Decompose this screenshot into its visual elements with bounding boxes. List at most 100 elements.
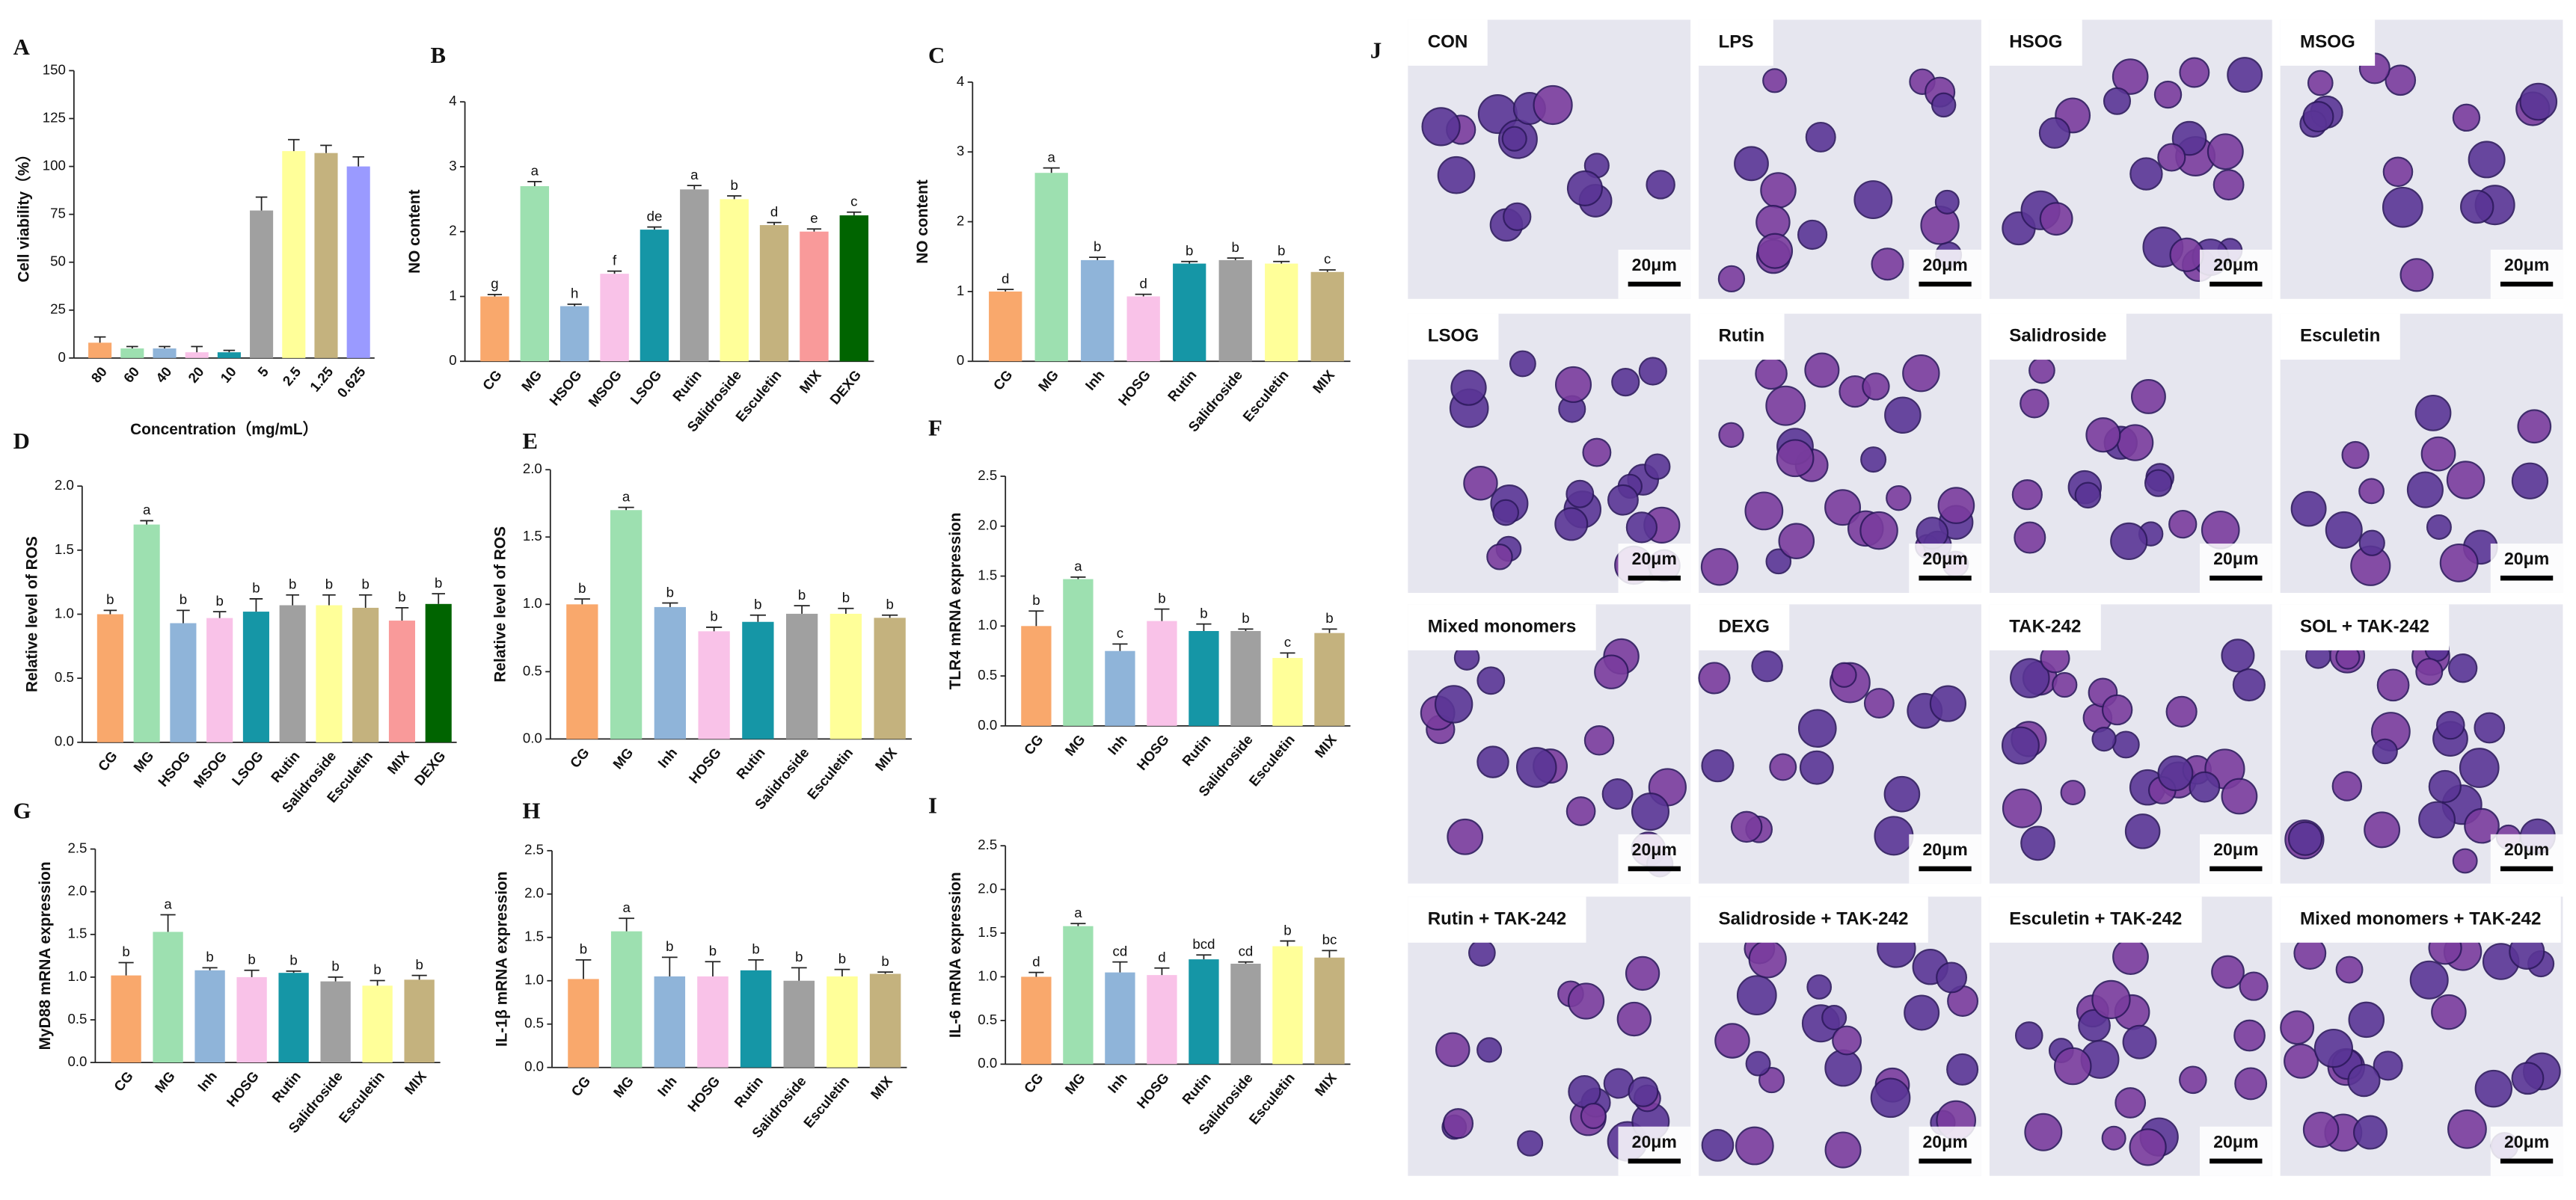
y-tick-label: 2.5	[67, 840, 87, 856]
panel-label: F	[928, 416, 942, 441]
cell	[1824, 1049, 1862, 1087]
x-tick-label: HOSG	[1115, 367, 1153, 409]
significance-letter: d	[770, 203, 778, 219]
cell	[1751, 650, 1783, 683]
significance-letter: b	[289, 953, 297, 968]
significance-letter: b	[838, 950, 846, 966]
bar	[610, 510, 643, 739]
bar	[654, 606, 687, 739]
significance-letter: b	[578, 580, 586, 596]
cell	[2414, 394, 2452, 431]
significance-letter: b	[331, 959, 339, 974]
significance-letter: de	[647, 208, 663, 224]
x-tick-label: MIX	[796, 366, 824, 396]
bar	[839, 215, 869, 362]
label-background	[1989, 604, 2101, 650]
scale-bar-label: 20μm	[1632, 549, 1677, 568]
bar	[800, 231, 829, 362]
cell	[1698, 662, 1731, 695]
x-tick-label: HSOG	[155, 748, 193, 790]
label-background	[2280, 313, 2400, 360]
panel-label: E	[522, 428, 538, 454]
cell	[2373, 1050, 2403, 1081]
bar	[869, 973, 901, 1068]
y-tick-label: 0.0	[55, 733, 74, 749]
significance-letter: b	[215, 593, 223, 609]
y-tick-label: 1.5	[67, 926, 87, 941]
y-tick-label: 1.0	[978, 967, 997, 983]
significance-letter: b	[1278, 243, 1285, 259]
cell	[2002, 788, 2042, 828]
x-tick-label: Rutin	[733, 745, 768, 782]
x-axis-title: Concentration（mg/mL）	[130, 420, 318, 438]
significance-letter: b	[666, 938, 673, 954]
cell	[1757, 233, 1794, 269]
panel-label: I	[928, 793, 937, 819]
cell	[1806, 974, 1833, 1000]
panel-label: C	[928, 43, 945, 68]
cell	[2347, 1063, 2381, 1098]
label-background	[1699, 19, 1773, 66]
scale-bar-background	[1909, 1126, 1981, 1176]
y-tick-label: 2.0	[978, 517, 997, 533]
y-tick-label: 1	[957, 283, 964, 298]
scale-bar-label: 20μm	[2504, 840, 2549, 859]
cell	[2464, 807, 2500, 844]
cell	[2116, 424, 2154, 461]
cell	[1736, 975, 1777, 1016]
cell	[2382, 156, 2414, 188]
cell	[2302, 1111, 2340, 1148]
y-tick-label: 1.5	[55, 541, 74, 557]
cell	[2039, 202, 2073, 236]
x-tick-label: Inh	[1105, 1070, 1130, 1096]
bar	[1105, 972, 1135, 1065]
bar	[559, 306, 589, 362]
cell	[1714, 1023, 1750, 1059]
bar	[480, 296, 509, 362]
bar	[316, 605, 343, 742]
cell	[1628, 1076, 1659, 1107]
cell	[1421, 107, 1461, 147]
cell	[2428, 769, 2462, 804]
label-background	[1989, 896, 2202, 943]
bar	[1314, 957, 1345, 1065]
bar	[1147, 975, 1177, 1065]
bar	[989, 291, 1022, 362]
cell	[2110, 522, 2148, 560]
cell	[1607, 484, 1639, 516]
cell	[2124, 813, 2161, 849]
y-tick-label: 1.0	[55, 605, 74, 621]
y-axis-title: NO content	[914, 179, 931, 263]
cell	[2169, 237, 2204, 272]
x-tick-label: LSOG	[229, 748, 266, 788]
significance-letter: b	[795, 949, 803, 964]
cell	[1515, 747, 1557, 788]
y-axis-title: NO content	[406, 189, 423, 273]
bar	[1314, 633, 1345, 726]
y-tick-label: 0.0	[67, 1053, 87, 1069]
x-tick-label: CG	[111, 1068, 136, 1095]
bar	[388, 621, 416, 742]
cell	[1931, 92, 1957, 118]
panel-label: D	[13, 428, 30, 454]
micrograph: LPS 20μm	[1699, 19, 1981, 299]
cell	[2014, 1021, 2043, 1050]
y-tick-label: 2	[449, 223, 456, 239]
scale-bar-label: 20μm	[2213, 1132, 2258, 1151]
significance-letter: g	[491, 276, 498, 292]
cell	[1831, 662, 1857, 688]
y-tick-label: 2.0	[55, 477, 74, 493]
y-tick-label: 50	[50, 253, 66, 269]
micrograph-label: LPS	[1718, 32, 1753, 52]
cell	[2157, 143, 2186, 172]
cell	[1936, 961, 1968, 994]
cell	[1442, 1108, 1474, 1139]
x-tick-label: Rutin	[669, 367, 705, 404]
y-tick-label: 4	[957, 73, 964, 89]
micrograph: SOL + TAK-242 20μm	[2280, 604, 2563, 884]
y-tick-label: 3	[957, 143, 964, 159]
cell	[2313, 1028, 2354, 1068]
y-tick-label: 0.5	[523, 662, 542, 678]
x-tick-label: MG	[1035, 367, 1061, 395]
micrograph-label: HSOG	[2009, 32, 2062, 52]
